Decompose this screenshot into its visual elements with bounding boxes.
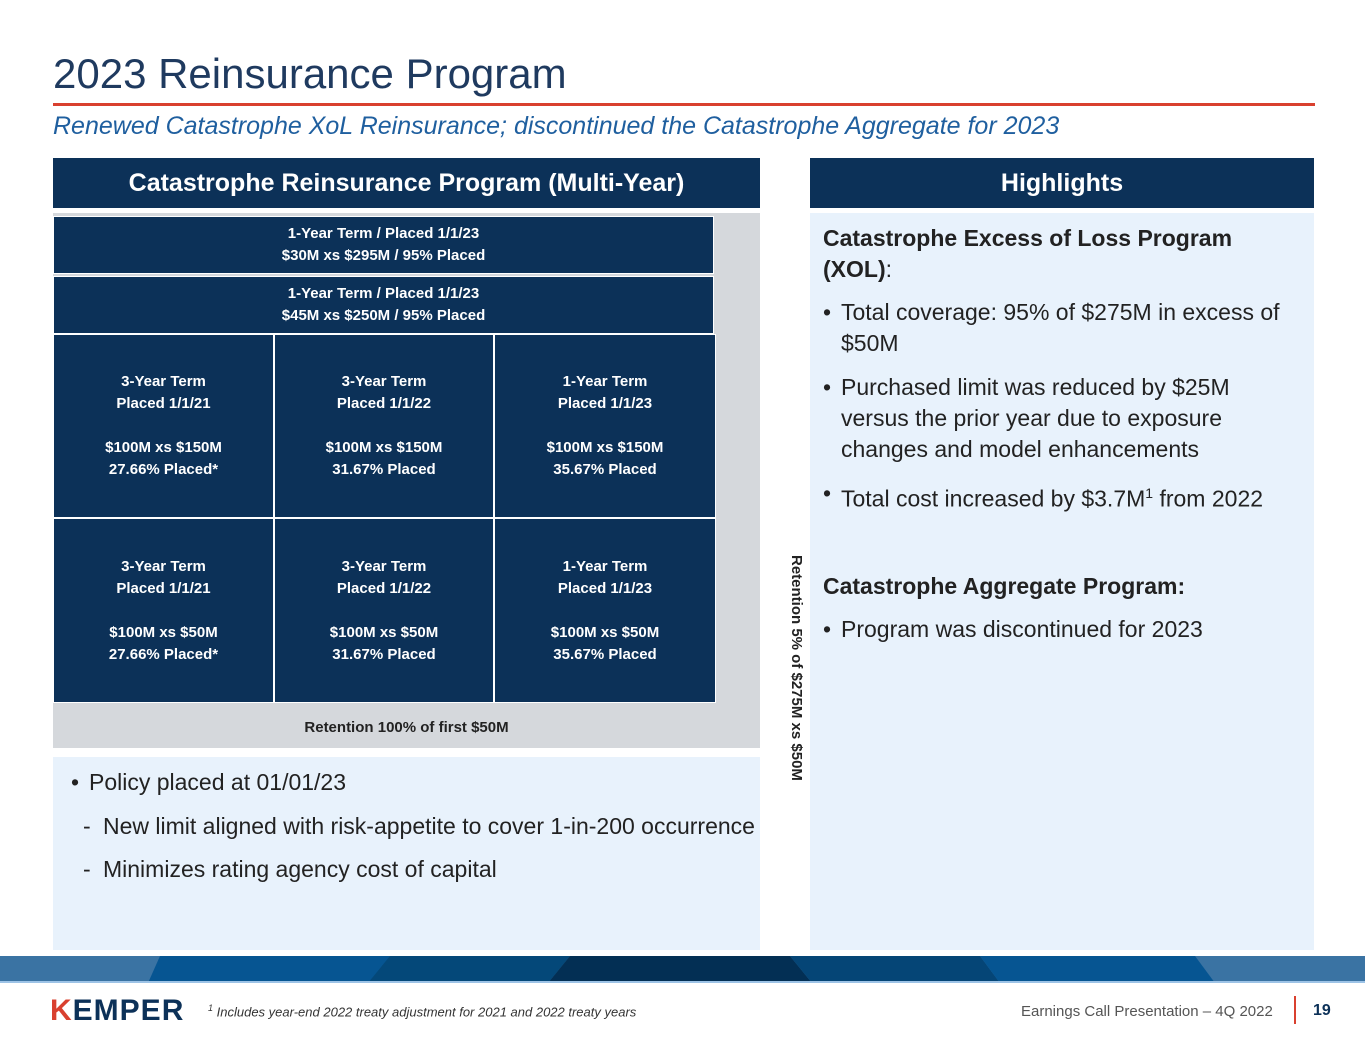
- layer-block: 1-Year Term / Placed 1/1/23 $30M xs $295…: [53, 216, 714, 274]
- treaty-block: 3-Year Term Placed 1/1/22 $100M xs $150M 31…: [274, 334, 494, 518]
- footnote: 1 Includes year-end 2022 treaty adjustme…: [208, 1003, 636, 1019]
- footnote-ref: 1: [1145, 485, 1154, 501]
- kemper-logo: KEMPER: [50, 994, 185, 1027]
- xol-heading: Catastrophe Excess of Loss Program (XOL)…: [823, 223, 1302, 285]
- treaty-placed-pct: 31.67% Placed: [332, 461, 436, 478]
- layer-term: 1-Year Term / Placed 1/1/23: [287, 225, 480, 242]
- treaty-limit: $100M xs $50M: [109, 623, 218, 641]
- title-divider: [53, 103, 1315, 106]
- treaty-term: 1-Year Term: [562, 373, 648, 390]
- treaty-term: 3-Year Term: [341, 373, 427, 390]
- treaty-placed-date: Placed 1/1/22: [336, 579, 432, 597]
- xol-heading-text: Catastrophe Excess of Loss Program (XOL): [823, 225, 1233, 282]
- treaty-term: 3-Year Term: [341, 557, 427, 575]
- footnote-text: Includes year-end 2022 treaty adjustment…: [216, 1004, 637, 1020]
- highlight-bullet: Total coverage: 95% of $275M in excess o…: [841, 299, 1280, 356]
- treaty-term: 1-Year Term: [562, 557, 648, 575]
- footer-band: [0, 956, 1365, 983]
- bullet-icon: •: [823, 480, 832, 506]
- footer-divider: [1294, 996, 1296, 1024]
- treaty-limit: $100M xs $50M: [550, 623, 660, 641]
- cost-text: Total cost increased by $3.7M: [841, 485, 1146, 512]
- note-sub: New limit aligned with risk-appetite to …: [103, 813, 755, 839]
- policy-notes: • Policy placed at 01/01/23 - New limit al…: [53, 757, 760, 950]
- treaty-term: 3-Year Term: [121, 373, 206, 390]
- treaty-placed-pct: 31.67% Placed: [332, 645, 436, 663]
- highlight-bullet: Program was discontinued for 2023: [841, 615, 1203, 642]
- treaty-placed-date: Placed 1/1/23: [557, 395, 653, 412]
- reinsurance-tower-diagram: 1-Year Term / Placed 1/1/23 $30M xs $295…: [53, 213, 805, 781]
- treaty-placed-pct: 27.66% Placed*: [108, 645, 219, 663]
- treaty-placed-pct: 27.66% Placed*: [108, 461, 219, 478]
- highlight-bullet: Total cost increased by $3.7M1 from 2022: [841, 478, 1263, 515]
- treaty-placed-pct: 35.67% Placed: [553, 461, 657, 478]
- layer-limit: $45M xs $250M / 95% Placed: [281, 307, 486, 324]
- right-section-header: Highlights: [810, 158, 1314, 208]
- layer-block: 1-Year Term / Placed 1/1/23 $45M xs $250…: [53, 276, 714, 334]
- bullet-icon: •: [823, 299, 832, 325]
- aggregate-heading: Catastrophe Aggregate Program:: [823, 572, 1186, 599]
- treaty-limit: $100M xs $150M: [325, 439, 443, 456]
- footnote-marker: 1: [208, 1003, 214, 1013]
- layer-term: 1-Year Term / Placed 1/1/23: [287, 285, 480, 302]
- layer-limit: $30M xs $295M / 95% Placed: [281, 247, 486, 264]
- treaty-block: 3-Year Term Placed 1/1/22 $100M xs $50M 31.…: [274, 518, 494, 703]
- treaty-block: 3-Year Term Placed 1/1/21 $100M xs $150M 27…: [53, 334, 274, 518]
- bullet-icon: •: [71, 769, 80, 795]
- treaty-block: 3-Year Term Placed 1/1/21 $100M xs $50M 27.…: [53, 518, 274, 703]
- treaty-placed-date: Placed 1/1/22: [336, 395, 432, 412]
- treaty-limit: $100M xs $50M: [329, 623, 439, 641]
- treaty-block: 1-Year Term Placed 1/1/23 $100M xs $50M 35.…: [494, 518, 716, 703]
- treaty-placed-date: Placed 1/1/21: [116, 395, 211, 412]
- highlights-panel: Catastrophe Excess of Loss Program (XOL)…: [810, 213, 1314, 950]
- xol-colon: :: [885, 256, 892, 282]
- treaty-limit: $100M xs $150M: [105, 439, 222, 456]
- dash-icon: -: [83, 856, 91, 882]
- dash-icon: -: [83, 813, 91, 839]
- presentation-name: Earnings Call Presentation – 4Q 2022: [1021, 1003, 1273, 1020]
- bullet-icon: •: [823, 374, 832, 400]
- treaty-placed-date: Placed 1/1/21: [116, 579, 211, 597]
- treaty-term: 3-Year Term: [121, 557, 206, 575]
- page-subtitle: Renewed Catastrophe XoL Reinsurance; dis…: [53, 112, 1060, 140]
- highlight-bullet: Purchased limit was reduced by $25M vers…: [841, 374, 1230, 462]
- bullet-icon: •: [823, 615, 832, 642]
- note-bullet: Policy placed at 01/01/23: [89, 769, 347, 795]
- treaty-block: 1-Year Term Placed 1/1/23 $100M xs $150M 35…: [494, 334, 716, 518]
- cost-text-end: from 2022: [1153, 485, 1264, 512]
- page-title: 2023 Reinsurance Program: [53, 50, 567, 97]
- left-section-header: Catastrophe Reinsurance Program (Multi-Y…: [53, 158, 760, 208]
- bottom-retention-label: Retention 100% of first $50M: [304, 719, 509, 736]
- treaty-placed-pct: 35.67% Placed: [553, 645, 657, 663]
- side-retention-label: Retention 5% of $275M xs $50M: [788, 555, 805, 781]
- treaty-limit: $100M xs $150M: [546, 439, 664, 456]
- note-sub: Minimizes rating agency cost of capital: [103, 856, 497, 882]
- page-number: 19: [1313, 1002, 1331, 1019]
- treaty-placed-date: Placed 1/1/23: [557, 579, 653, 597]
